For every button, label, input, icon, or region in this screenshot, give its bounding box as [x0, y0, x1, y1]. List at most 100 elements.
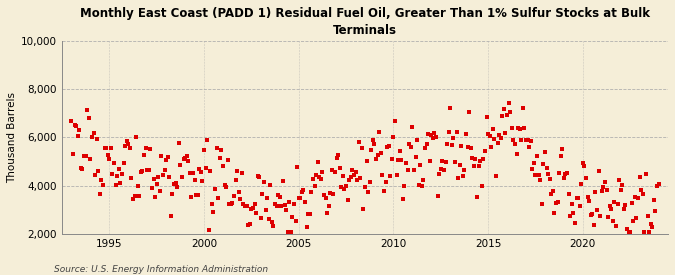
Point: [99, 146, 110, 150]
Point: [625, 229, 636, 234]
Point: [589, 223, 599, 227]
Point: [314, 175, 325, 180]
Point: [645, 221, 656, 226]
Point: [631, 215, 642, 220]
Point: [315, 177, 326, 182]
Point: [79, 153, 90, 158]
Point: [544, 177, 555, 181]
Point: [84, 116, 95, 120]
Point: [294, 196, 304, 200]
Point: [334, 166, 345, 171]
Point: [577, 161, 588, 165]
Point: [535, 178, 545, 182]
Point: [513, 126, 524, 130]
Point: [579, 164, 590, 168]
Point: [80, 154, 91, 158]
Point: [146, 186, 157, 190]
Point: [333, 152, 344, 157]
Point: [552, 200, 563, 204]
Point: [389, 118, 400, 123]
Point: [539, 150, 550, 154]
Point: [495, 136, 506, 140]
Point: [549, 211, 560, 216]
Point: [585, 213, 596, 217]
Point: [580, 176, 591, 181]
Point: [188, 171, 198, 176]
Point: [178, 157, 189, 161]
Point: [407, 125, 418, 129]
Point: [110, 183, 121, 187]
Point: [170, 181, 181, 185]
Point: [604, 204, 615, 209]
Point: [616, 188, 626, 192]
Point: [289, 202, 300, 207]
Point: [165, 214, 176, 219]
Point: [504, 101, 514, 105]
Point: [441, 142, 452, 146]
Point: [101, 145, 111, 150]
Point: [117, 172, 128, 176]
Point: [618, 206, 629, 211]
Point: [210, 186, 221, 191]
Point: [72, 133, 83, 138]
Point: [383, 144, 394, 148]
Point: [366, 148, 377, 152]
Point: [136, 170, 146, 175]
Point: [522, 138, 533, 143]
Point: [626, 201, 637, 205]
Point: [465, 146, 476, 150]
Point: [304, 212, 315, 216]
Point: [601, 188, 612, 192]
Point: [155, 189, 165, 193]
Point: [244, 222, 255, 227]
Point: [537, 202, 547, 207]
Point: [443, 130, 454, 134]
Point: [470, 157, 481, 161]
Point: [66, 119, 77, 123]
Point: [446, 143, 457, 147]
Point: [143, 168, 154, 173]
Point: [439, 167, 450, 172]
Point: [487, 127, 498, 131]
Point: [260, 207, 271, 212]
Point: [412, 138, 423, 142]
Point: [358, 207, 369, 211]
Point: [462, 144, 473, 149]
Point: [113, 167, 124, 171]
Point: [451, 130, 462, 134]
Point: [273, 193, 284, 197]
Point: [279, 203, 290, 207]
Point: [506, 126, 517, 130]
Point: [306, 189, 317, 194]
Point: [396, 158, 407, 162]
Point: [153, 174, 163, 179]
Point: [177, 175, 188, 180]
Point: [429, 131, 440, 135]
Point: [150, 194, 161, 199]
Point: [622, 227, 632, 231]
Point: [484, 133, 495, 138]
Title: Monthly East Coast (PADD 1) Residual Fuel Oil, Greater Than 1% Sulfur Stocks at : Monthly East Coast (PADD 1) Residual Fue…: [80, 7, 650, 37]
Point: [486, 144, 497, 149]
Point: [221, 184, 232, 189]
Point: [574, 204, 585, 208]
Point: [85, 157, 96, 161]
Point: [388, 134, 399, 139]
Point: [541, 166, 552, 170]
Point: [240, 204, 250, 208]
Point: [246, 207, 256, 212]
Point: [479, 148, 490, 153]
Point: [320, 196, 331, 200]
Point: [129, 193, 140, 198]
Point: [352, 178, 362, 182]
Point: [437, 159, 448, 163]
Point: [274, 195, 285, 199]
Point: [584, 199, 595, 204]
Point: [229, 194, 240, 198]
Point: [241, 204, 252, 208]
Point: [232, 169, 242, 173]
Point: [525, 138, 536, 143]
Point: [269, 202, 280, 206]
Point: [374, 130, 385, 134]
Point: [611, 224, 622, 228]
